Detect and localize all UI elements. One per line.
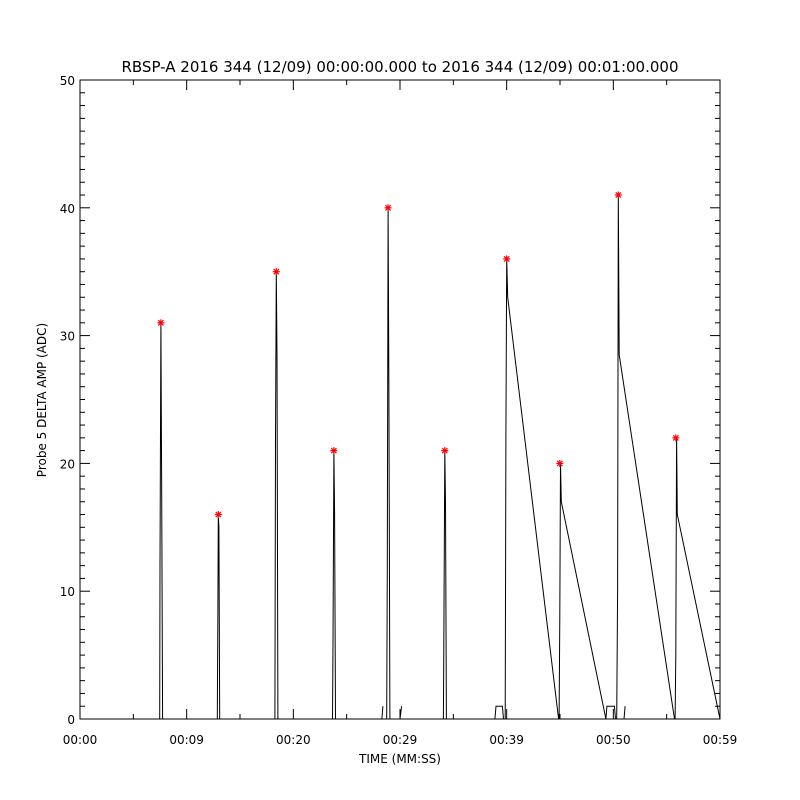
x-tick-label: 00:09 — [169, 733, 204, 747]
peak-marker — [384, 204, 392, 212]
y-tick-label: 0 — [67, 713, 75, 727]
x-tick-label: 00:39 — [489, 733, 524, 747]
peak-marker — [556, 459, 564, 467]
peak-marker — [503, 255, 511, 263]
y-tick-label: 50 — [60, 74, 75, 88]
series-blip — [381, 706, 384, 720]
peak-marker — [441, 447, 449, 455]
x-axis-label: TIME (MM:SS) — [358, 752, 441, 766]
peak-marker — [672, 434, 680, 442]
series-blip — [605, 705, 616, 720]
plot-frame-rect — [79, 79, 721, 720]
y-tick-label: 10 — [60, 585, 75, 599]
peak-marker — [214, 511, 222, 519]
series-blip — [494, 705, 504, 720]
x-tick-label: 00:29 — [383, 733, 418, 747]
peak-marker-stroke — [330, 447, 337, 454]
peak-marker — [157, 319, 165, 327]
peak-marker — [614, 191, 622, 199]
peak-marker-stroke — [157, 319, 164, 326]
series-blip — [623, 706, 626, 720]
peak-marker-stroke — [215, 511, 222, 518]
chart-title: RBSP-A 2016 344 (12/09) 00:00:00.000 to … — [121, 58, 678, 76]
x-tick-label: 00:20 — [276, 733, 311, 747]
x-tick-label: 00:50 — [596, 733, 631, 747]
y-tick-label: 30 — [60, 330, 75, 344]
peak-marker-stroke — [503, 255, 510, 262]
peak-marker — [330, 447, 338, 455]
y-axis-label: Probe 5 DELTA AMP (ADC) — [35, 323, 49, 477]
peak-marker-stroke — [441, 447, 448, 454]
peak-markers — [157, 191, 680, 519]
series-line — [80, 194, 721, 720]
peak-marker — [272, 268, 280, 276]
peak-marker-stroke — [385, 204, 392, 211]
peak-marker-stroke — [556, 460, 563, 467]
peak-marker-stroke — [273, 268, 280, 275]
series-layer — [80, 194, 721, 720]
y-axis: 0 10 20 30 40 50 — [60, 74, 720, 727]
x-tick-label: 00:59 — [703, 733, 738, 747]
x-tick-label: 00:00 — [63, 733, 98, 747]
series-blip — [399, 706, 403, 720]
plot-frame — [79, 79, 721, 720]
peak-marker-stroke — [615, 191, 622, 199]
y-tick-label: 20 — [60, 457, 75, 471]
peak-marker-stroke — [672, 434, 679, 441]
y-tick-label: 40 — [60, 202, 75, 216]
x-axis: 00:00 00:09 00:20 00:29 00:39 00:50 00:59 — [63, 80, 738, 747]
